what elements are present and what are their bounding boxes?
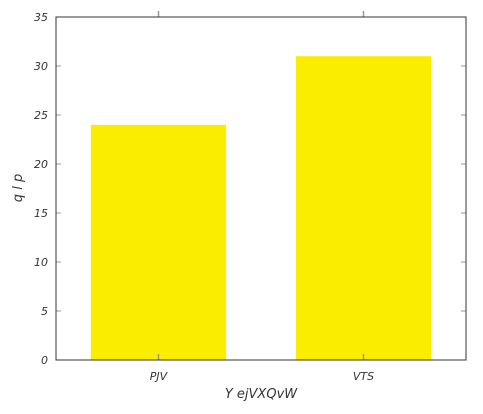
y-tick-label: 5: [41, 305, 48, 318]
bar-vts: [295, 56, 432, 360]
plot-frame: [55, 16, 467, 361]
x-axis-label: Y ejVXQvW: [225, 387, 298, 402]
y-tick-label: 30: [34, 60, 48, 73]
bars-group: [90, 56, 432, 360]
x-tick-label: VTS: [353, 370, 374, 383]
y-tick-label: 25: [34, 109, 48, 122]
y-tick-label: 0: [41, 354, 48, 367]
bar-pjv: [90, 124, 227, 360]
y-tick-label: 20: [34, 158, 48, 171]
x-tick-label: PJV: [150, 370, 169, 383]
x-tick-labels: PJV VTS: [150, 370, 374, 383]
y-tick-labels: 0 5 10 15 20 25 30 35: [34, 11, 48, 367]
y-tick-label: 35: [34, 11, 48, 24]
y-tick-label: 10: [34, 256, 48, 269]
y-tick-label: 15: [34, 207, 48, 220]
y-axis-label: q l p: [11, 174, 26, 202]
